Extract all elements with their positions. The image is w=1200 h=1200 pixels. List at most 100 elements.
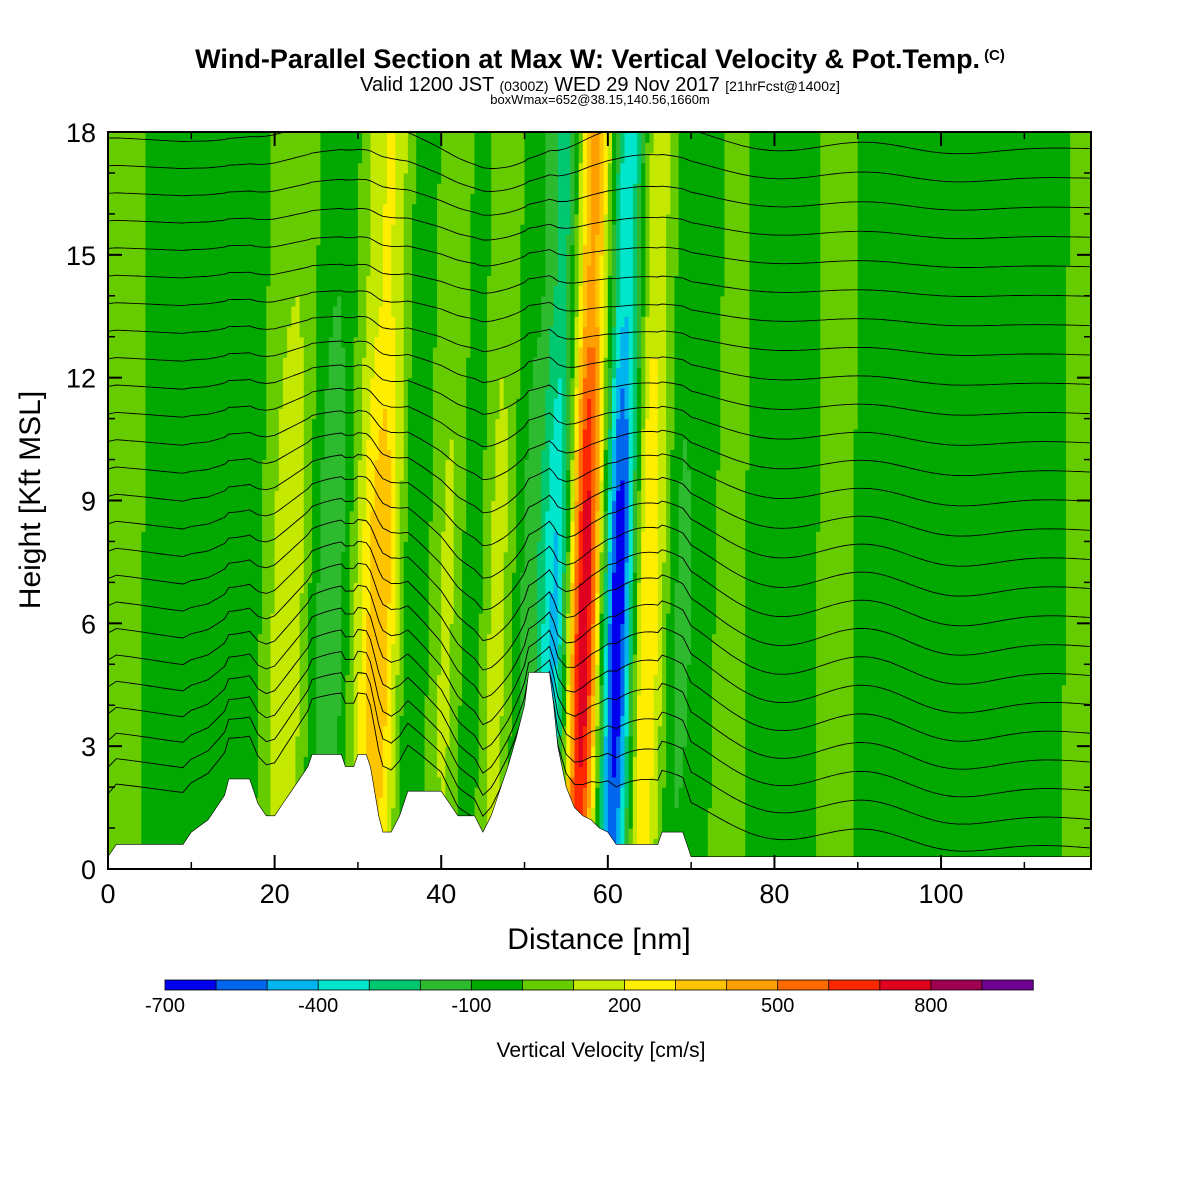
velocity-cell	[141, 664, 147, 676]
velocity-cell	[228, 224, 234, 235]
velocity-cell	[170, 234, 176, 246]
velocity-cell	[299, 439, 305, 450]
velocity-cell	[128, 817, 134, 829]
velocity-cell	[316, 316, 322, 328]
velocity-cell	[332, 582, 338, 594]
velocity-cell	[378, 132, 384, 143]
velocity-cell	[353, 132, 359, 143]
velocity-cell	[262, 193, 267, 205]
velocity-cell	[320, 367, 326, 379]
velocity-cell	[108, 428, 113, 440]
velocity-cell	[232, 162, 238, 174]
velocity-cell	[195, 602, 201, 614]
velocity-cell	[116, 592, 122, 604]
velocity-cell	[141, 387, 147, 399]
velocity-cell	[362, 193, 367, 205]
velocity-cell	[353, 694, 359, 706]
velocity-cell	[387, 654, 392, 665]
velocity-cell	[166, 428, 172, 440]
velocity-cell	[182, 254, 188, 266]
velocity-cell	[337, 234, 342, 246]
velocity-cell	[287, 132, 292, 143]
velocity-cell	[245, 520, 251, 532]
velocity-cell	[282, 377, 288, 389]
velocity-cell	[362, 735, 367, 747]
velocity-cell	[128, 306, 134, 317]
velocity-cell	[287, 224, 292, 235]
velocity-cell	[220, 336, 226, 348]
velocity-cell	[328, 172, 334, 184]
velocity-cell	[320, 244, 326, 256]
velocity-cell	[328, 715, 334, 727]
velocity-cell	[266, 275, 272, 287]
velocity-cell	[162, 224, 167, 235]
velocity-cell	[357, 531, 363, 543]
velocity-cell	[112, 797, 117, 809]
velocity-cell	[212, 408, 217, 420]
velocity-cell	[391, 756, 397, 768]
velocity-cell	[207, 213, 213, 225]
velocity-cell	[299, 654, 305, 665]
velocity-cell	[137, 592, 142, 604]
velocity-cell	[291, 203, 297, 215]
velocity-cell	[228, 633, 234, 645]
velocity-cell	[257, 510, 263, 522]
velocity-cell	[145, 541, 151, 553]
velocity-cell	[291, 623, 297, 635]
velocity-cell	[316, 193, 322, 205]
velocity-cell	[253, 674, 259, 686]
velocity-cell	[170, 746, 176, 758]
velocity-cell	[378, 746, 384, 758]
velocity-cell	[349, 418, 355, 430]
velocity-cell	[307, 531, 313, 543]
velocity-cell	[216, 490, 222, 502]
velocity-cell	[370, 490, 376, 502]
velocity-cell	[178, 674, 184, 686]
velocity-cell	[120, 142, 126, 154]
velocity-cell	[316, 367, 322, 379]
velocity-cell	[253, 408, 259, 420]
velocity-cell	[237, 633, 242, 645]
velocity-cell	[120, 684, 126, 696]
velocity-cell	[312, 336, 317, 348]
velocity-cell	[312, 510, 317, 522]
velocity-cell	[153, 295, 159, 307]
velocity-cell	[112, 613, 117, 624]
velocity-cell	[253, 183, 259, 195]
velocity-cell	[216, 776, 222, 788]
velocity-cell	[132, 285, 138, 297]
velocity-cell	[162, 561, 167, 573]
velocity-cell	[237, 469, 242, 481]
velocity-cell	[378, 439, 384, 450]
velocity-cell	[108, 582, 113, 594]
velocity-cell	[224, 643, 230, 655]
velocity-cell	[112, 367, 117, 379]
velocity-cell	[253, 469, 259, 481]
velocity-cell	[145, 664, 151, 676]
velocity-cell	[212, 275, 217, 287]
velocity-cell	[362, 725, 367, 737]
velocity-cell	[249, 746, 255, 758]
velocity-cell	[337, 377, 342, 389]
velocity-cell	[132, 367, 138, 379]
velocity-cell	[120, 664, 126, 676]
velocity-cell	[132, 254, 138, 266]
velocity-cell	[370, 326, 376, 338]
velocity-cell	[124, 172, 130, 184]
velocity-cell	[187, 316, 192, 328]
velocity-cell	[257, 183, 263, 195]
velocity-cell	[203, 480, 209, 491]
velocity-cell	[362, 705, 367, 717]
velocity-cell	[116, 664, 122, 676]
velocity-cell	[162, 715, 167, 727]
velocity-cell	[312, 715, 317, 727]
velocity-cell	[207, 551, 213, 563]
velocity-cell	[124, 346, 130, 358]
velocity-cell	[128, 152, 134, 164]
velocity-cell	[124, 398, 130, 409]
velocity-cell	[295, 244, 301, 256]
velocity-cell	[228, 336, 234, 348]
velocity-cell	[128, 480, 134, 491]
velocity-cell	[191, 746, 197, 758]
velocity-cell	[241, 643, 247, 655]
